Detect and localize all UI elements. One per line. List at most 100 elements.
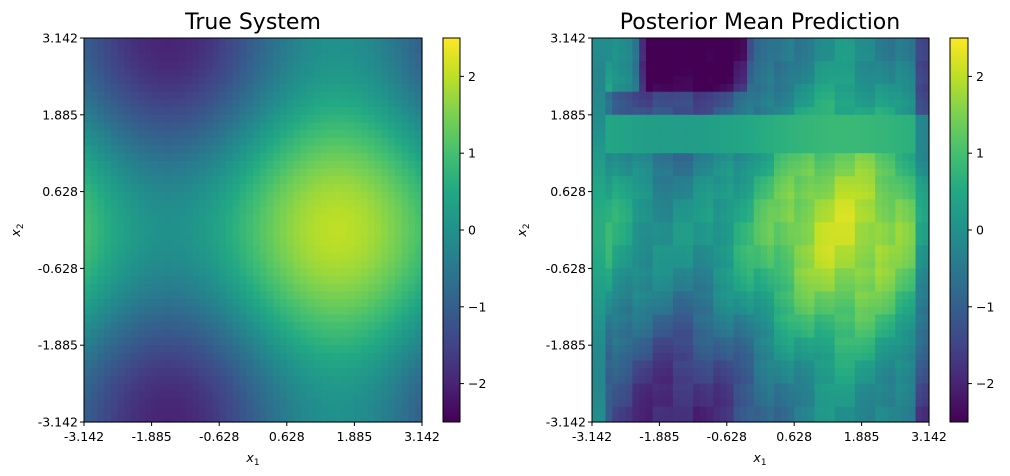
heatmap-cell — [807, 230, 816, 239]
heatmap-cell — [266, 391, 274, 400]
heatmap-cell — [151, 368, 159, 377]
heatmap-cell — [854, 375, 863, 385]
heatmap-cell — [144, 406, 153, 415]
heatmap-cell — [618, 45, 627, 54]
heatmap-cell — [158, 299, 166, 308]
heatmap-cell — [97, 406, 105, 415]
heatmap-cell — [625, 61, 634, 70]
heatmap-cell — [415, 114, 423, 124]
heatmap-cell — [861, 91, 869, 101]
heatmap-cell — [693, 391, 701, 400]
heatmap-cell — [875, 191, 883, 200]
heatmap-cell — [138, 183, 146, 193]
heatmap-cell — [367, 137, 376, 147]
heatmap-cell — [280, 314, 288, 323]
heatmap-cell — [908, 206, 917, 216]
heatmap-cell — [625, 91, 634, 101]
heatmap-cell — [821, 99, 829, 108]
heatmap-cell — [286, 222, 295, 231]
heatmap-cell — [760, 168, 768, 177]
heatmap-cell — [327, 414, 335, 423]
heatmap-cell — [632, 114, 640, 124]
heatmap-cell — [592, 191, 600, 200]
heatmap-cell — [625, 260, 634, 269]
heatmap-cell — [307, 260, 315, 269]
heatmap-cell — [814, 45, 822, 54]
heatmap-cell — [185, 137, 193, 147]
heatmap-cell — [124, 245, 132, 254]
heatmap-cell — [827, 84, 836, 93]
heatmap-cell — [807, 191, 816, 200]
heatmap-cell — [713, 406, 721, 415]
heatmap-cell — [90, 222, 99, 231]
heatmap-cell — [205, 183, 214, 193]
heatmap-cell — [659, 61, 667, 70]
heatmap-cell — [124, 191, 132, 200]
heatmap-cell — [800, 91, 809, 101]
heatmap-cell — [915, 107, 923, 116]
heatmap-cell — [807, 237, 816, 246]
heatmap-cell — [347, 268, 355, 277]
heatmap-cell — [773, 383, 782, 392]
heatmap-cell — [753, 237, 762, 246]
heatmap-cell — [300, 114, 308, 124]
heatmap-cell — [232, 245, 241, 254]
heatmap-cell — [394, 299, 403, 308]
heatmap-cell — [151, 260, 159, 269]
heatmap-cell — [307, 168, 315, 177]
heatmap-cell — [868, 253, 876, 262]
heatmap-cell — [300, 76, 308, 85]
heatmap-cell — [97, 91, 105, 101]
heatmap-cell — [605, 122, 613, 131]
heatmap-cell — [902, 91, 910, 101]
heatmap-cell — [841, 130, 849, 139]
heatmap-cell — [753, 61, 762, 70]
heatmap-cell — [138, 352, 146, 362]
heatmap-cell — [354, 122, 362, 131]
heatmap-cell — [192, 45, 200, 54]
heatmap-cell — [185, 414, 193, 423]
heatmap-cell — [84, 176, 92, 185]
heatmap-cell — [388, 153, 396, 162]
heatmap-cell — [340, 306, 349, 316]
heatmap-cell — [632, 383, 640, 392]
heatmap-cell — [90, 337, 99, 346]
heatmap-cell — [686, 383, 694, 392]
heatmap-cell — [313, 122, 322, 131]
heatmap-cell — [117, 375, 126, 385]
heatmap-cell — [171, 360, 180, 369]
heatmap-cell — [881, 53, 890, 62]
heatmap-cell — [171, 91, 180, 101]
heatmap-cell — [699, 291, 708, 300]
heatmap-cell — [679, 107, 687, 116]
heatmap-cell — [760, 68, 768, 77]
heatmap-cell — [807, 268, 816, 277]
heatmap-cell — [787, 245, 795, 254]
heatmap-cell — [334, 222, 342, 231]
heatmap-cell — [814, 368, 822, 377]
heatmap-cell — [367, 375, 376, 385]
heatmap-cell — [124, 99, 132, 108]
heatmap-cell — [787, 153, 795, 162]
heatmap-cell — [259, 230, 268, 239]
heatmap-cell — [253, 406, 261, 415]
heatmap-cell — [192, 168, 200, 177]
heatmap-cell — [888, 199, 896, 208]
heatmap-cell — [327, 122, 335, 131]
heatmap-cell — [158, 214, 166, 223]
heatmap-cell — [415, 222, 423, 231]
heatmap-cell — [320, 414, 328, 423]
heatmap-cell — [888, 276, 896, 285]
heatmap-cell — [787, 368, 795, 377]
heatmap-cell — [592, 84, 600, 93]
heatmap-cell — [760, 245, 768, 254]
heatmap-cell — [232, 38, 241, 47]
heatmap-cell — [131, 306, 139, 316]
heatmap-cell — [639, 191, 647, 200]
heatmap-cell — [726, 230, 735, 239]
heatmap-cell — [381, 130, 389, 139]
heatmap-cell — [313, 322, 322, 331]
heatmap-cell — [84, 268, 92, 277]
heatmap-cell — [171, 145, 180, 154]
heatmap-cell — [740, 245, 748, 254]
